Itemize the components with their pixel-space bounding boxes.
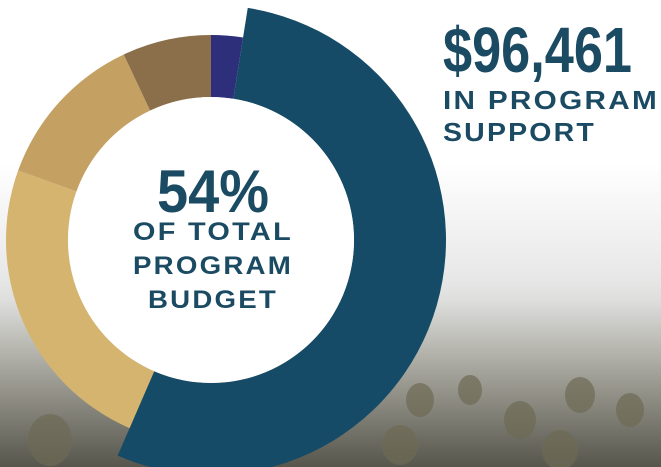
donut-chart [5, 7, 446, 467]
photo-heads [28, 375, 644, 467]
center-text: PROGRAM [133, 252, 293, 280]
value-label: 54% [157, 158, 269, 225]
center-text: BUDGET [148, 286, 278, 314]
donut-segment [123, 35, 211, 111]
donut-segment [18, 54, 151, 192]
headline: $96,461 [443, 14, 632, 86]
headline-text: SUPPORT [443, 117, 596, 147]
donut-segment [211, 35, 244, 99]
center-text: OF TOTAL [133, 218, 293, 246]
donut-segment [5, 170, 155, 429]
donut-segment [117, 7, 446, 467]
headline-text: IN PROGRAM [443, 85, 659, 115]
donut-hole [68, 97, 354, 383]
